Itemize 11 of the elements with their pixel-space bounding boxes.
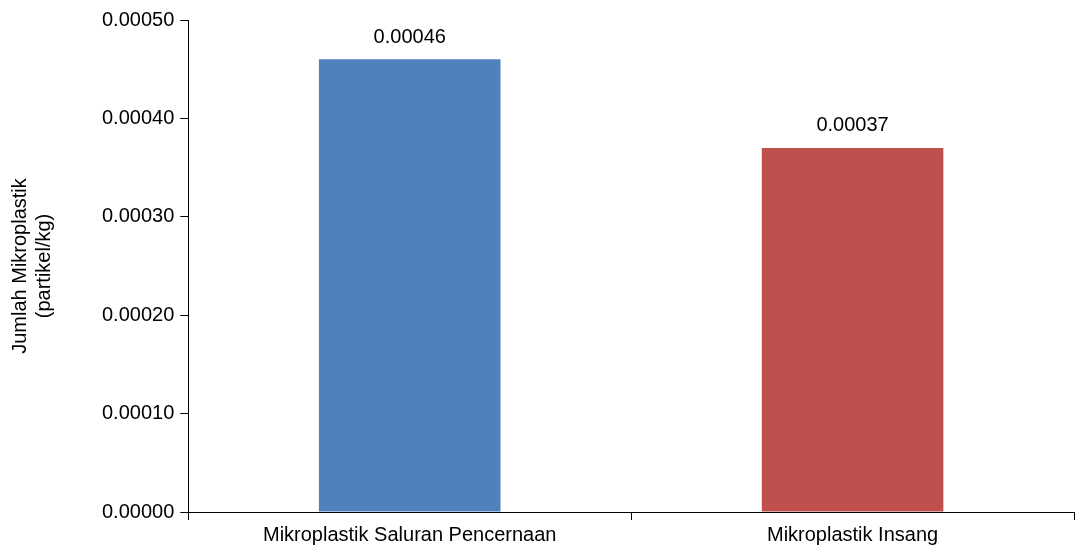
data-label: 0.00046 (373, 24, 446, 47)
y-tick-label: 0.00050 (102, 7, 175, 30)
x-tick-label: Mikroplastik Insang (766, 522, 939, 545)
y-tick-label: 0.00000 (102, 499, 175, 522)
y-tick-label: 0.00030 (102, 204, 175, 227)
y-tick-label: 0.00020 (102, 302, 175, 325)
x-tick-label: Mikroplastik Saluran Pencernaan (262, 522, 557, 545)
data-label: 0.00037 (816, 113, 889, 136)
y-tick-label: 0.00010 (102, 401, 175, 424)
y-tick-label: 0.00040 (102, 105, 175, 128)
y-axis-title: Jumlah Mikroplastik (partikel/kg) (7, 177, 54, 354)
